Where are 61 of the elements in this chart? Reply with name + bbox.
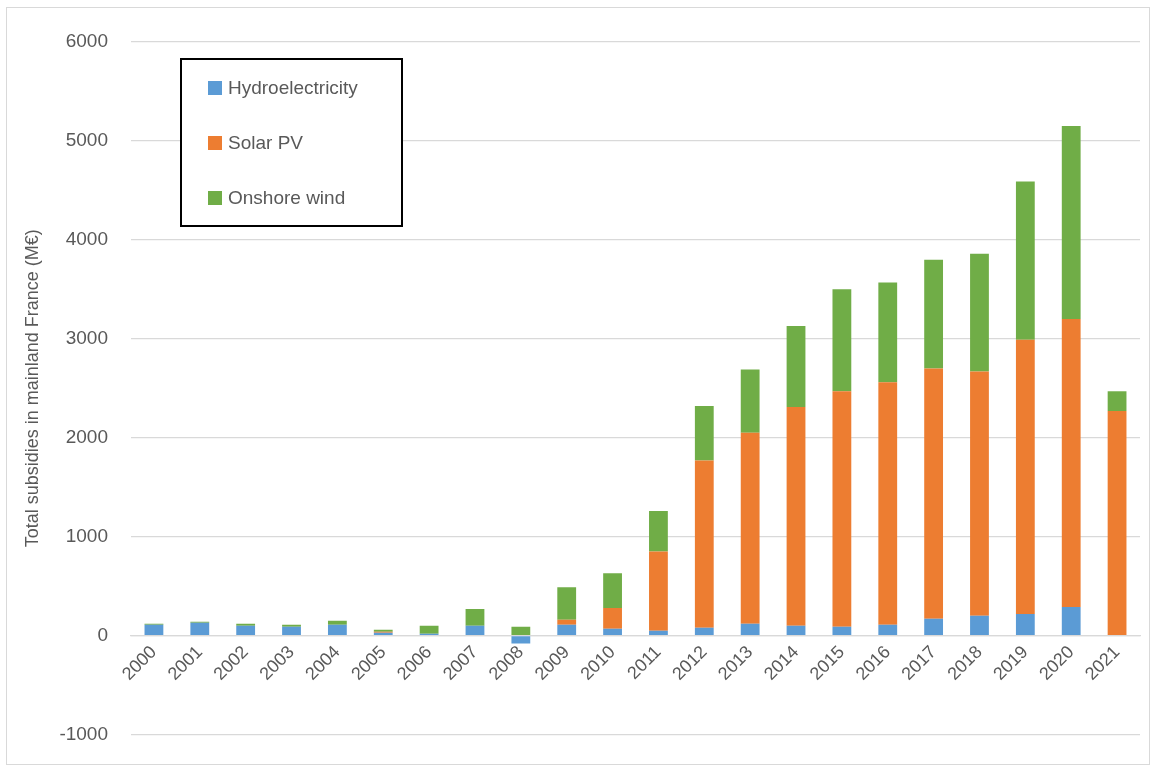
bar	[1107, 391, 1127, 412]
bar	[970, 253, 989, 372]
bar	[603, 573, 622, 608]
bar	[924, 618, 944, 636]
bar	[282, 626, 301, 636]
bar	[1015, 339, 1035, 614]
y-tick-label: 0	[97, 623, 108, 645]
bar	[924, 259, 944, 369]
bar	[144, 624, 164, 636]
bar	[511, 636, 531, 644]
bar	[1015, 613, 1035, 636]
y-tick-label: -1000	[59, 722, 108, 744]
bar	[694, 627, 714, 636]
bar	[236, 625, 256, 636]
y-tick-label: 2000	[65, 426, 108, 448]
legend-label: Hydroelectricity	[228, 76, 358, 99]
bar	[832, 626, 852, 636]
bar	[740, 623, 760, 636]
bar	[649, 630, 668, 636]
bar	[970, 615, 989, 636]
bar	[557, 587, 577, 620]
y-tick-label: 1000	[65, 524, 108, 546]
bar	[1061, 606, 1081, 636]
y-tick-label: 3000	[65, 327, 108, 349]
bar	[419, 625, 439, 634]
bar	[649, 510, 668, 552]
bar	[557, 619, 577, 625]
bar	[832, 391, 852, 627]
bar	[878, 282, 898, 383]
y-tick-label: 6000	[65, 30, 108, 52]
legend-label: Solar PV	[228, 131, 303, 154]
bar	[786, 325, 806, 408]
y-tick-label: 5000	[65, 129, 108, 151]
bar	[1061, 319, 1081, 607]
bar	[740, 369, 760, 433]
bar	[603, 628, 622, 636]
bar	[924, 368, 944, 619]
bar	[1061, 126, 1081, 320]
bar	[327, 624, 347, 636]
bar	[327, 620, 347, 625]
bar	[970, 371, 989, 616]
bar	[603, 607, 622, 629]
bar	[1107, 411, 1127, 636]
bar	[786, 407, 806, 626]
legend-label: Onshore wind	[228, 186, 346, 209]
bar	[1015, 181, 1035, 340]
bar	[786, 625, 806, 636]
bar	[832, 289, 852, 392]
bar	[694, 460, 714, 628]
y-tick-label: 4000	[65, 228, 108, 250]
bar	[465, 608, 485, 626]
bar	[190, 622, 210, 636]
bar	[694, 406, 714, 461]
bar	[740, 432, 760, 624]
y-axis-title: Total subsidies in mainland France (M€)	[21, 229, 42, 548]
bar	[649, 551, 668, 631]
bar	[557, 624, 577, 636]
bar	[465, 625, 485, 636]
bar	[511, 626, 531, 636]
bar	[878, 382, 898, 625]
bar	[878, 624, 898, 636]
